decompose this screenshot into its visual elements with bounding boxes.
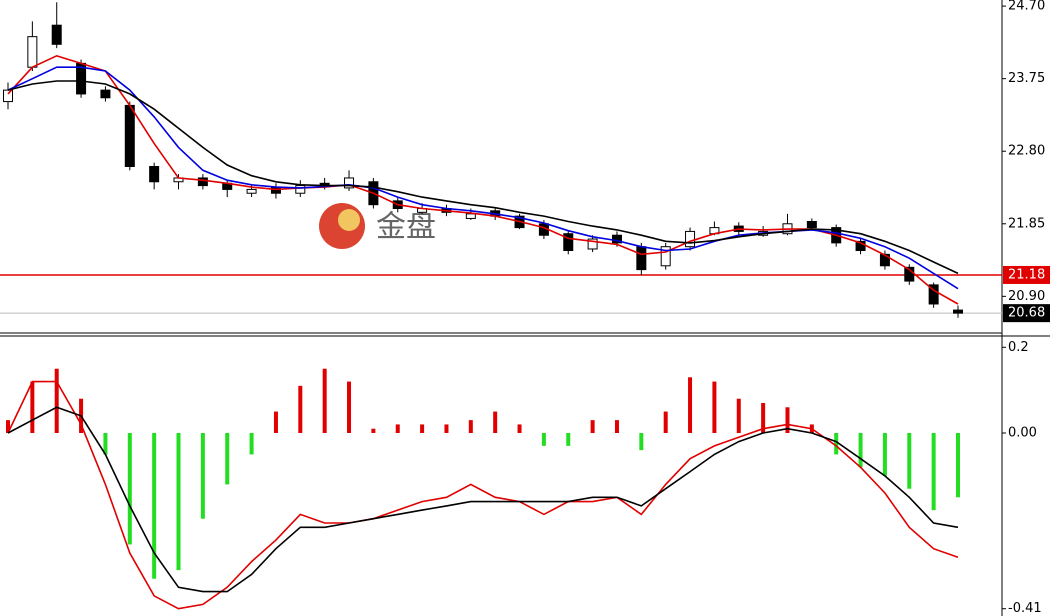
macd-bar bbox=[6, 420, 10, 433]
candle-body bbox=[806, 220, 817, 229]
y-tick-label: 23.75 bbox=[1008, 71, 1045, 86]
macd-bar bbox=[639, 433, 644, 451]
watermark-logo bbox=[338, 209, 360, 231]
y-tick-label: 20.90 bbox=[1008, 289, 1045, 304]
macd-bar bbox=[444, 424, 449, 433]
macd-bar bbox=[395, 424, 400, 433]
price-label: 20.68 bbox=[1008, 306, 1045, 321]
macd-bar bbox=[200, 433, 205, 519]
candle-body bbox=[124, 104, 135, 168]
y-tick-label: 0.2 bbox=[1008, 340, 1029, 355]
y-tick-label: 21.85 bbox=[1008, 216, 1045, 231]
candle-body bbox=[149, 166, 160, 183]
candle-body bbox=[636, 246, 647, 271]
candle-body bbox=[246, 188, 257, 194]
macd-bar bbox=[371, 428, 376, 433]
macd-bar bbox=[54, 368, 59, 433]
price-label-box bbox=[1003, 304, 1050, 323]
macd-bar bbox=[882, 433, 887, 476]
candle-body bbox=[660, 246, 671, 267]
y-tick-label: 24.70 bbox=[1008, 0, 1045, 14]
candle-body bbox=[563, 233, 574, 252]
macd-bar bbox=[30, 381, 35, 433]
watermark-text: 金盘 bbox=[376, 210, 436, 245]
y-tick-label: 22.80 bbox=[1008, 144, 1045, 159]
indicator-line bbox=[7, 406, 959, 593]
watermark: 金盘 bbox=[319, 203, 436, 249]
macd-bar bbox=[590, 420, 595, 433]
macd-bar bbox=[420, 424, 425, 433]
macd-bar bbox=[249, 433, 254, 455]
candle-body bbox=[611, 234, 622, 244]
macd-bar bbox=[956, 433, 960, 498]
macd-bar bbox=[273, 411, 278, 433]
macd-bar bbox=[761, 403, 766, 433]
candle-body bbox=[685, 230, 696, 248]
macd-bar bbox=[566, 433, 571, 446]
macd-bar bbox=[493, 411, 498, 433]
candle-body bbox=[51, 24, 62, 45]
macd-bar bbox=[736, 398, 741, 433]
indicator-line bbox=[7, 80, 959, 275]
candle-body bbox=[953, 309, 963, 314]
macd-bar bbox=[103, 433, 108, 455]
macd-bar bbox=[614, 420, 619, 433]
y-tick-label: -0.41 bbox=[1008, 601, 1042, 616]
macd-bar bbox=[298, 385, 303, 433]
candle-body bbox=[587, 238, 598, 250]
macd-bar bbox=[931, 433, 936, 511]
macd-bar bbox=[785, 407, 790, 433]
y-tick-label: 0.00 bbox=[1008, 426, 1037, 441]
macd-bar bbox=[688, 377, 693, 433]
macd-bar bbox=[176, 433, 181, 571]
indicator-line bbox=[7, 380, 959, 610]
macd-bar bbox=[225, 433, 230, 485]
candle-body bbox=[197, 177, 208, 187]
candle-body bbox=[344, 177, 355, 189]
macd-bar bbox=[834, 433, 839, 455]
candle-body bbox=[295, 185, 306, 194]
macd-bar bbox=[127, 433, 132, 545]
macd-bar bbox=[541, 433, 546, 446]
candle-body bbox=[928, 284, 939, 305]
candle-body bbox=[3, 89, 13, 103]
macd-bar bbox=[322, 368, 327, 433]
macd-bar bbox=[663, 411, 668, 433]
macd-bar bbox=[907, 433, 912, 489]
indicator-line bbox=[7, 54, 959, 305]
price-label: 21.18 bbox=[1008, 267, 1045, 282]
macd-bar bbox=[347, 381, 352, 433]
macd-bar bbox=[152, 433, 157, 579]
price-label-box bbox=[1003, 265, 1050, 284]
macd-bar bbox=[858, 433, 863, 468]
candle-body bbox=[465, 213, 476, 219]
candle-body bbox=[100, 89, 111, 99]
candle-body bbox=[879, 253, 890, 267]
macd-bar bbox=[517, 424, 522, 433]
candle-body bbox=[27, 36, 38, 68]
macd-bar bbox=[712, 381, 717, 433]
macd-bar bbox=[468, 420, 473, 433]
